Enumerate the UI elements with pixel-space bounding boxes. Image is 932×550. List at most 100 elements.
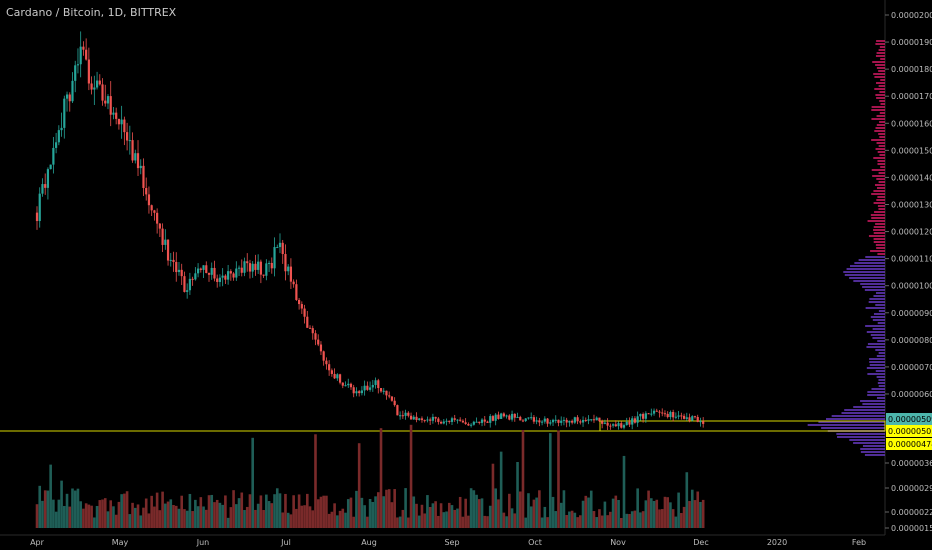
volume-bar (153, 506, 156, 528)
candle-body (123, 119, 126, 133)
volume-profile-bar (874, 88, 885, 90)
candle-body (519, 416, 522, 421)
volume-bar (333, 503, 336, 528)
volume-bar (177, 508, 181, 528)
volume-profile-bar (858, 259, 885, 261)
volume-profile-bar (873, 226, 885, 228)
candle-body (205, 265, 208, 273)
volume-profile-bar (868, 301, 885, 303)
volume-bar (639, 512, 642, 528)
volume-profile-bar (866, 331, 885, 333)
volume-bar (289, 514, 293, 528)
volume-profile-bar (878, 85, 885, 87)
candle-body (595, 417, 598, 421)
time-tick-label: Nov (610, 538, 626, 547)
candle-body (540, 421, 544, 423)
volume-bar (330, 511, 334, 528)
candle-body (530, 417, 533, 419)
candle-body (448, 420, 451, 422)
volume-bar (131, 502, 134, 528)
candle-body (439, 421, 443, 424)
volume-bar (191, 511, 194, 528)
volume-bar (229, 507, 233, 528)
candle-body (52, 147, 55, 165)
volume-bar (404, 488, 407, 528)
candle-body (650, 413, 653, 415)
volume-bar (379, 428, 383, 528)
volume-bar (155, 492, 159, 528)
volume-bar (647, 490, 650, 528)
volume-bar (254, 509, 257, 528)
candle-body (374, 380, 377, 385)
volume-profile-bar (818, 421, 885, 423)
volume-profile-bar (872, 175, 885, 177)
volume-bar (409, 424, 413, 528)
volume-bar (412, 496, 416, 528)
candle-body (568, 420, 571, 423)
candle-body (101, 84, 104, 101)
volume-profile-bar (875, 64, 885, 66)
candle-body (38, 193, 41, 222)
candle-body (55, 142, 58, 148)
candle-body (251, 263, 254, 272)
volume-profile-bar (876, 355, 885, 357)
candle-body (136, 153, 140, 169)
candle-body (461, 420, 465, 423)
volume-bar (308, 506, 312, 528)
volume-bar (450, 505, 454, 528)
candle-body (298, 299, 301, 305)
volume-bar (35, 504, 39, 528)
candle-body (437, 418, 440, 422)
candle-body (592, 419, 596, 421)
volume-profile-bar (879, 121, 885, 123)
candle-body (658, 411, 661, 413)
volume-bar (499, 451, 503, 528)
volume-bar (54, 511, 58, 528)
candle-body (368, 387, 372, 390)
volume-bar (82, 508, 85, 528)
volume-profile-bar (870, 214, 885, 216)
volume-bar (562, 490, 566, 528)
candle-body (221, 275, 224, 278)
candle-body (188, 278, 191, 291)
time-tick-label: Dec (693, 538, 708, 547)
volume-profile-bar (854, 262, 885, 264)
volume-bar (546, 517, 549, 528)
volume-bar (87, 504, 91, 528)
volume-bar (237, 498, 241, 528)
volume-bar (551, 496, 555, 528)
volume-bar (475, 494, 478, 528)
candle-body (128, 140, 131, 142)
volume-bar (538, 490, 541, 528)
volume-bar (494, 488, 497, 528)
volume-bar (325, 495, 328, 528)
candle-body (218, 277, 222, 282)
volume-bar (508, 493, 511, 528)
volume-profile-bar (869, 298, 885, 300)
volume-bar (295, 508, 298, 528)
price-label-text: 0.00000509 (888, 415, 932, 424)
volume-bar (194, 499, 197, 528)
volume-bar (505, 516, 508, 528)
candle-body (202, 265, 205, 270)
volume-bar (240, 492, 244, 528)
volume-bar (666, 497, 669, 528)
volume-profile-bar (871, 118, 885, 120)
volume-bar (398, 516, 402, 528)
candle-body (546, 418, 549, 424)
volume-bar (166, 501, 170, 528)
candle-body (287, 266, 290, 272)
volume-bar (336, 515, 339, 528)
candle-body (500, 413, 503, 419)
candle-body (543, 418, 546, 422)
volume-profile-bar (871, 193, 885, 195)
volume-bar (281, 512, 285, 528)
volume-bar (532, 499, 536, 528)
volume-profile-bar (879, 46, 885, 48)
